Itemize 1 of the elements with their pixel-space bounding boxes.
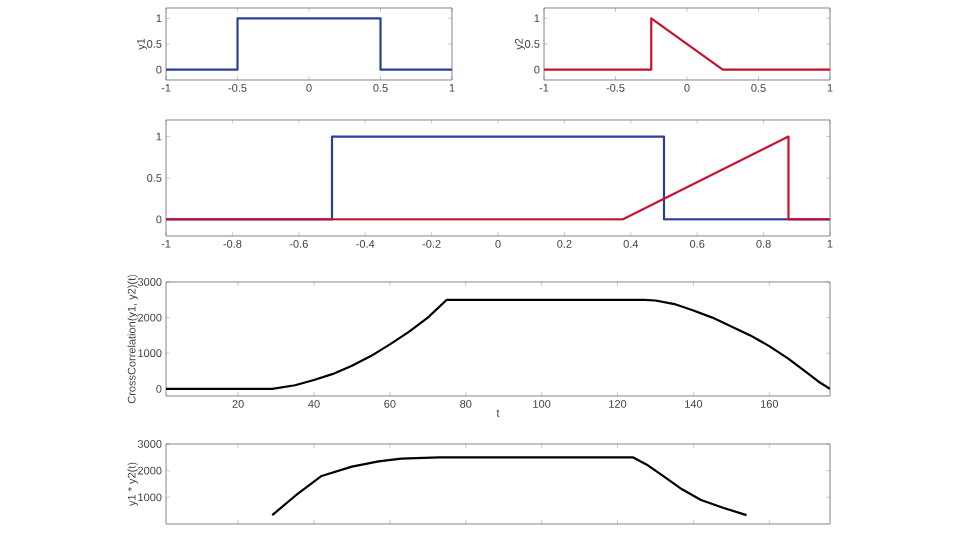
line-series xyxy=(271,456,748,517)
